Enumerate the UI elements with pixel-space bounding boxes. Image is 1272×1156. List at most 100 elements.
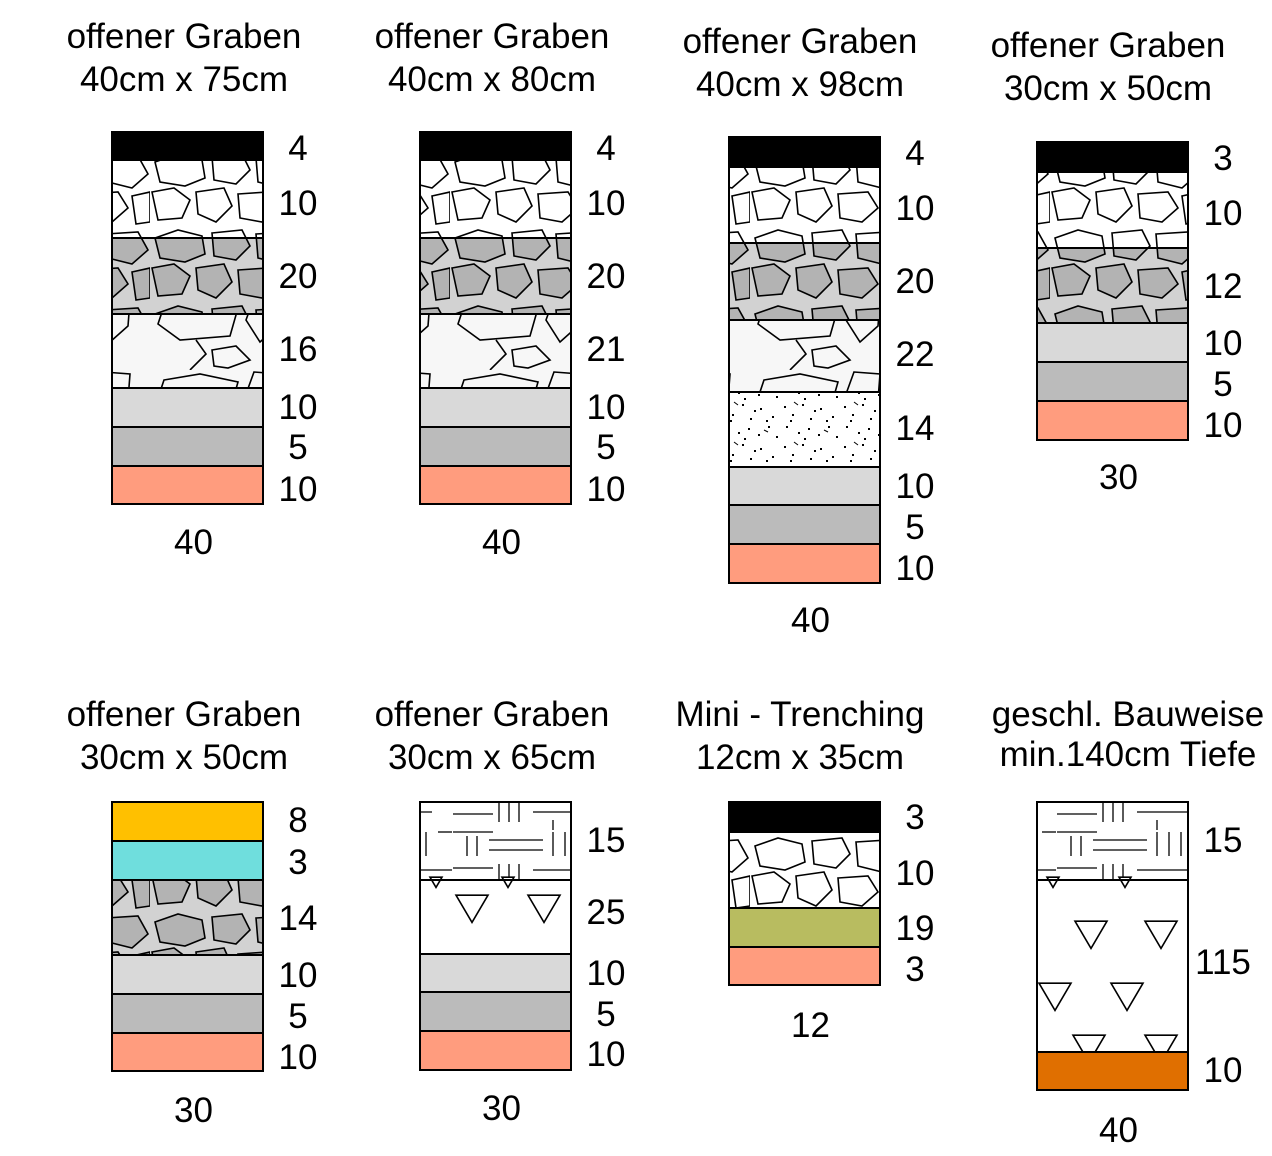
- layer-salmon: [728, 543, 881, 584]
- layer-large-stones: [728, 319, 881, 393]
- layer-thickness-label: 5: [288, 428, 307, 467]
- profile-width-label: 40: [1099, 1111, 1138, 1150]
- layer-stones-gray: [111, 879, 264, 956]
- layer-thickness-label: 10: [587, 470, 626, 509]
- profile-dimensions: 40cm x 98cm: [696, 65, 904, 104]
- layer-mid-gray: [419, 991, 572, 1032]
- layer-light-gray: [419, 953, 572, 993]
- layer-thickness-label: 5: [596, 428, 615, 467]
- layer-thickness-label: 10: [279, 388, 318, 427]
- profile-width-label: 40: [791, 601, 830, 640]
- layer-triangles-deep: [1036, 876, 1189, 1064]
- layer-thickness-label: 115: [1195, 943, 1251, 982]
- layer-thickness-label: 10: [279, 1038, 318, 1077]
- profile-title: offener Graben: [67, 17, 302, 56]
- layer-asphalt: [111, 131, 264, 161]
- profile-dimensions: 30cm x 50cm: [80, 738, 288, 777]
- layer-olive: [728, 907, 881, 948]
- layer-salmon: [419, 465, 572, 505]
- layer-thickness-label: 20: [587, 257, 626, 296]
- profile-dimensions: 12cm x 35cm: [696, 738, 904, 777]
- layer-mid-gray: [1036, 361, 1189, 402]
- layer-thickness-label: 10: [1204, 1051, 1243, 1090]
- layer-stones-gray: [419, 237, 572, 315]
- layer-salmon: [419, 1030, 572, 1071]
- layer-thickness-label: 14: [896, 409, 935, 448]
- layer-asphalt: [728, 801, 881, 833]
- profile-title: offener Graben: [991, 26, 1226, 65]
- layer-thickness-label: 3: [905, 798, 924, 837]
- layer-thickness-label: 5: [596, 995, 615, 1034]
- layer-orange-brown: [1036, 1051, 1189, 1091]
- layer-thickness-label: 4: [288, 129, 307, 168]
- layer-thickness-label: 3: [288, 843, 307, 882]
- layer-thickness-label: 5: [905, 508, 924, 547]
- layer-thickness-label: 10: [587, 184, 626, 223]
- layer-stones-white: [728, 831, 881, 909]
- layer-thickness-label: 10: [1204, 406, 1243, 445]
- layer-stones-gray: [1036, 247, 1189, 324]
- layer-mid-gray: [111, 993, 264, 1034]
- layer-stones-gray: [728, 242, 881, 321]
- layer-thickness-label: 20: [279, 257, 318, 296]
- profile-dimensions: 30cm x 50cm: [1004, 69, 1212, 108]
- layer-stones-white: [1036, 171, 1189, 249]
- layer-salmon: [111, 1032, 264, 1072]
- profile-width-label: 30: [482, 1089, 521, 1128]
- layer-mid-gray: [111, 426, 264, 467]
- layer-stones-gray: [111, 237, 264, 315]
- profile-title: offener Graben: [683, 22, 918, 61]
- layer-asphalt: [728, 136, 881, 168]
- layer-thickness-label: 10: [587, 1035, 626, 1074]
- layer-asphalt: [419, 131, 572, 161]
- profile-title: offener Graben: [375, 17, 610, 56]
- layer-thickness-label: 10: [1204, 194, 1243, 233]
- profile-width-label: 40: [482, 523, 521, 562]
- layer-thickness-label: 20: [896, 262, 935, 301]
- profile-title: offener Graben: [375, 695, 610, 734]
- profile-width-label: 30: [1099, 458, 1138, 497]
- layer-thickness-label: 4: [596, 129, 615, 168]
- layer-topsoil: [1036, 801, 1189, 881]
- layer-stones-white: [419, 159, 572, 239]
- layer-thickness-label: 15: [1204, 821, 1243, 860]
- layer-cyan: [111, 840, 264, 881]
- layer-thickness-label: 16: [279, 330, 318, 369]
- layer-thickness-label: 10: [587, 954, 626, 993]
- layer-thickness-label: 10: [587, 388, 626, 427]
- profile-dimensions: 30cm x 65cm: [388, 738, 596, 777]
- layer-asphalt: [1036, 141, 1189, 173]
- layer-thickness-label: 3: [905, 950, 924, 989]
- profile-title: Mini - Trenching: [676, 695, 925, 734]
- layer-salmon: [111, 465, 264, 505]
- layer-thickness-label: 14: [279, 899, 318, 938]
- layer-salmon: [1036, 400, 1189, 441]
- layer-large-stones: [111, 313, 264, 389]
- layer-thickness-label: 10: [279, 956, 318, 995]
- layer-light-gray: [111, 387, 264, 428]
- layer-yellow: [111, 801, 264, 842]
- layer-mid-gray: [728, 504, 881, 545]
- layer-thickness-label: 12: [1204, 267, 1243, 306]
- layer-thickness-label: 4: [905, 134, 924, 173]
- profile-title: geschl. Bauweise: [992, 695, 1264, 734]
- layer-stones-white: [728, 166, 881, 244]
- profile-dimensions: 40cm x 75cm: [80, 60, 288, 99]
- profile-width-label: 12: [791, 1006, 830, 1045]
- profile-title: offener Graben: [67, 695, 302, 734]
- layer-thickness-label: 10: [896, 189, 935, 228]
- layer-thickness-label: 19: [896, 909, 935, 948]
- layer-thickness-label: 25: [587, 893, 626, 932]
- layer-thickness-label: 5: [288, 997, 307, 1036]
- layer-thickness-label: 5: [1213, 365, 1232, 404]
- layer-salmon: [728, 946, 881, 986]
- layer-thickness-label: 22: [896, 335, 935, 374]
- layer-thickness-label: 10: [896, 854, 935, 893]
- layer-thickness-label: 21: [587, 330, 626, 369]
